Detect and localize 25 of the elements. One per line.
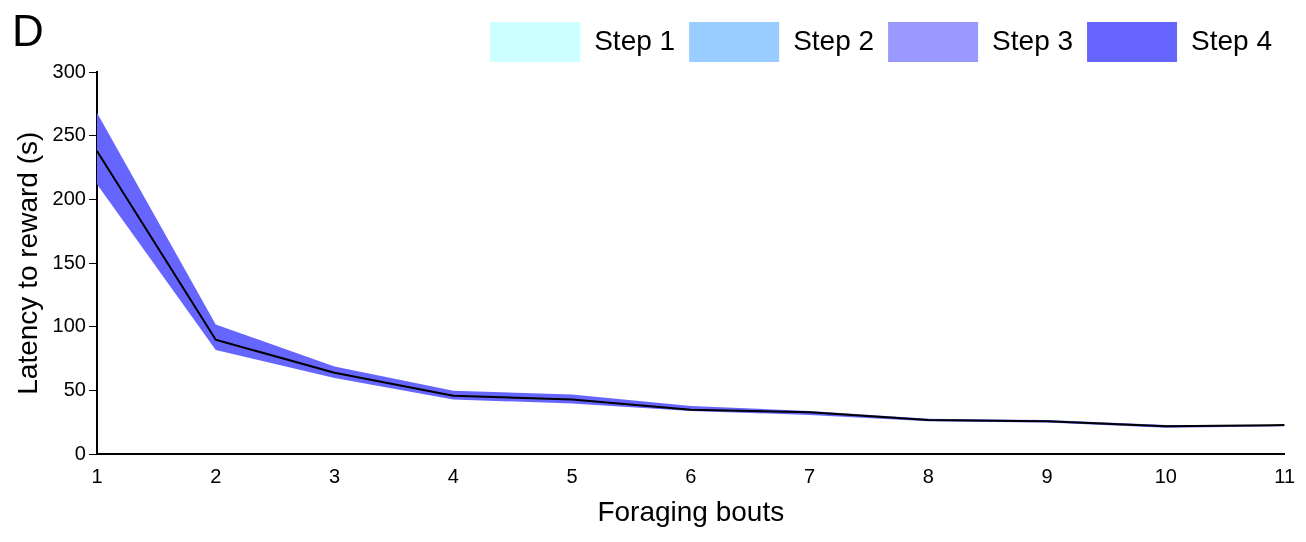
x-tick-label: 7 xyxy=(804,464,816,487)
x-tick-label: 4 xyxy=(447,464,459,487)
x-tick-label: 11 xyxy=(1274,464,1295,487)
x-tick-label: 2 xyxy=(210,464,222,487)
legend-label: Step 4 xyxy=(1191,24,1272,56)
y-axis-title: Latency to reward (s) xyxy=(11,131,43,395)
text: D xyxy=(12,6,44,56)
y-tick-label: 0 xyxy=(74,441,86,464)
y-tick-label: 200 xyxy=(52,186,86,209)
x-tick-label: 10 xyxy=(1154,464,1177,487)
x-tick-label: 8 xyxy=(922,464,934,487)
y-tick-label: 150 xyxy=(52,250,86,273)
y-tick-label: 300 xyxy=(52,59,86,82)
x-axis-title: Foraging bouts xyxy=(597,495,785,527)
y-tick-label: 100 xyxy=(52,314,86,337)
x-tick-label: 9 xyxy=(1041,464,1053,487)
x-tick-label: 3 xyxy=(328,464,341,487)
y-tick-label: 250 xyxy=(52,123,86,146)
legend-label: Step 1 xyxy=(594,24,676,56)
x-tick-label: 6 xyxy=(685,464,697,487)
x-tick-label: 1 xyxy=(91,464,103,487)
legend-label: Step 2 xyxy=(793,24,875,56)
y-tick-label: 50 xyxy=(63,378,86,401)
legend-label: Step 3 xyxy=(992,24,1074,56)
x-tick-label: 5 xyxy=(566,464,578,487)
